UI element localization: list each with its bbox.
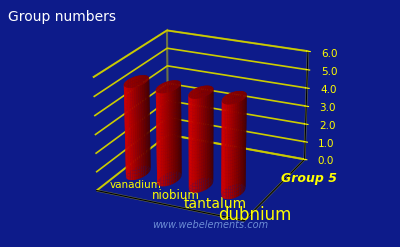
Text: www.webelements.com: www.webelements.com xyxy=(152,220,268,230)
Text: Group numbers: Group numbers xyxy=(8,10,116,24)
